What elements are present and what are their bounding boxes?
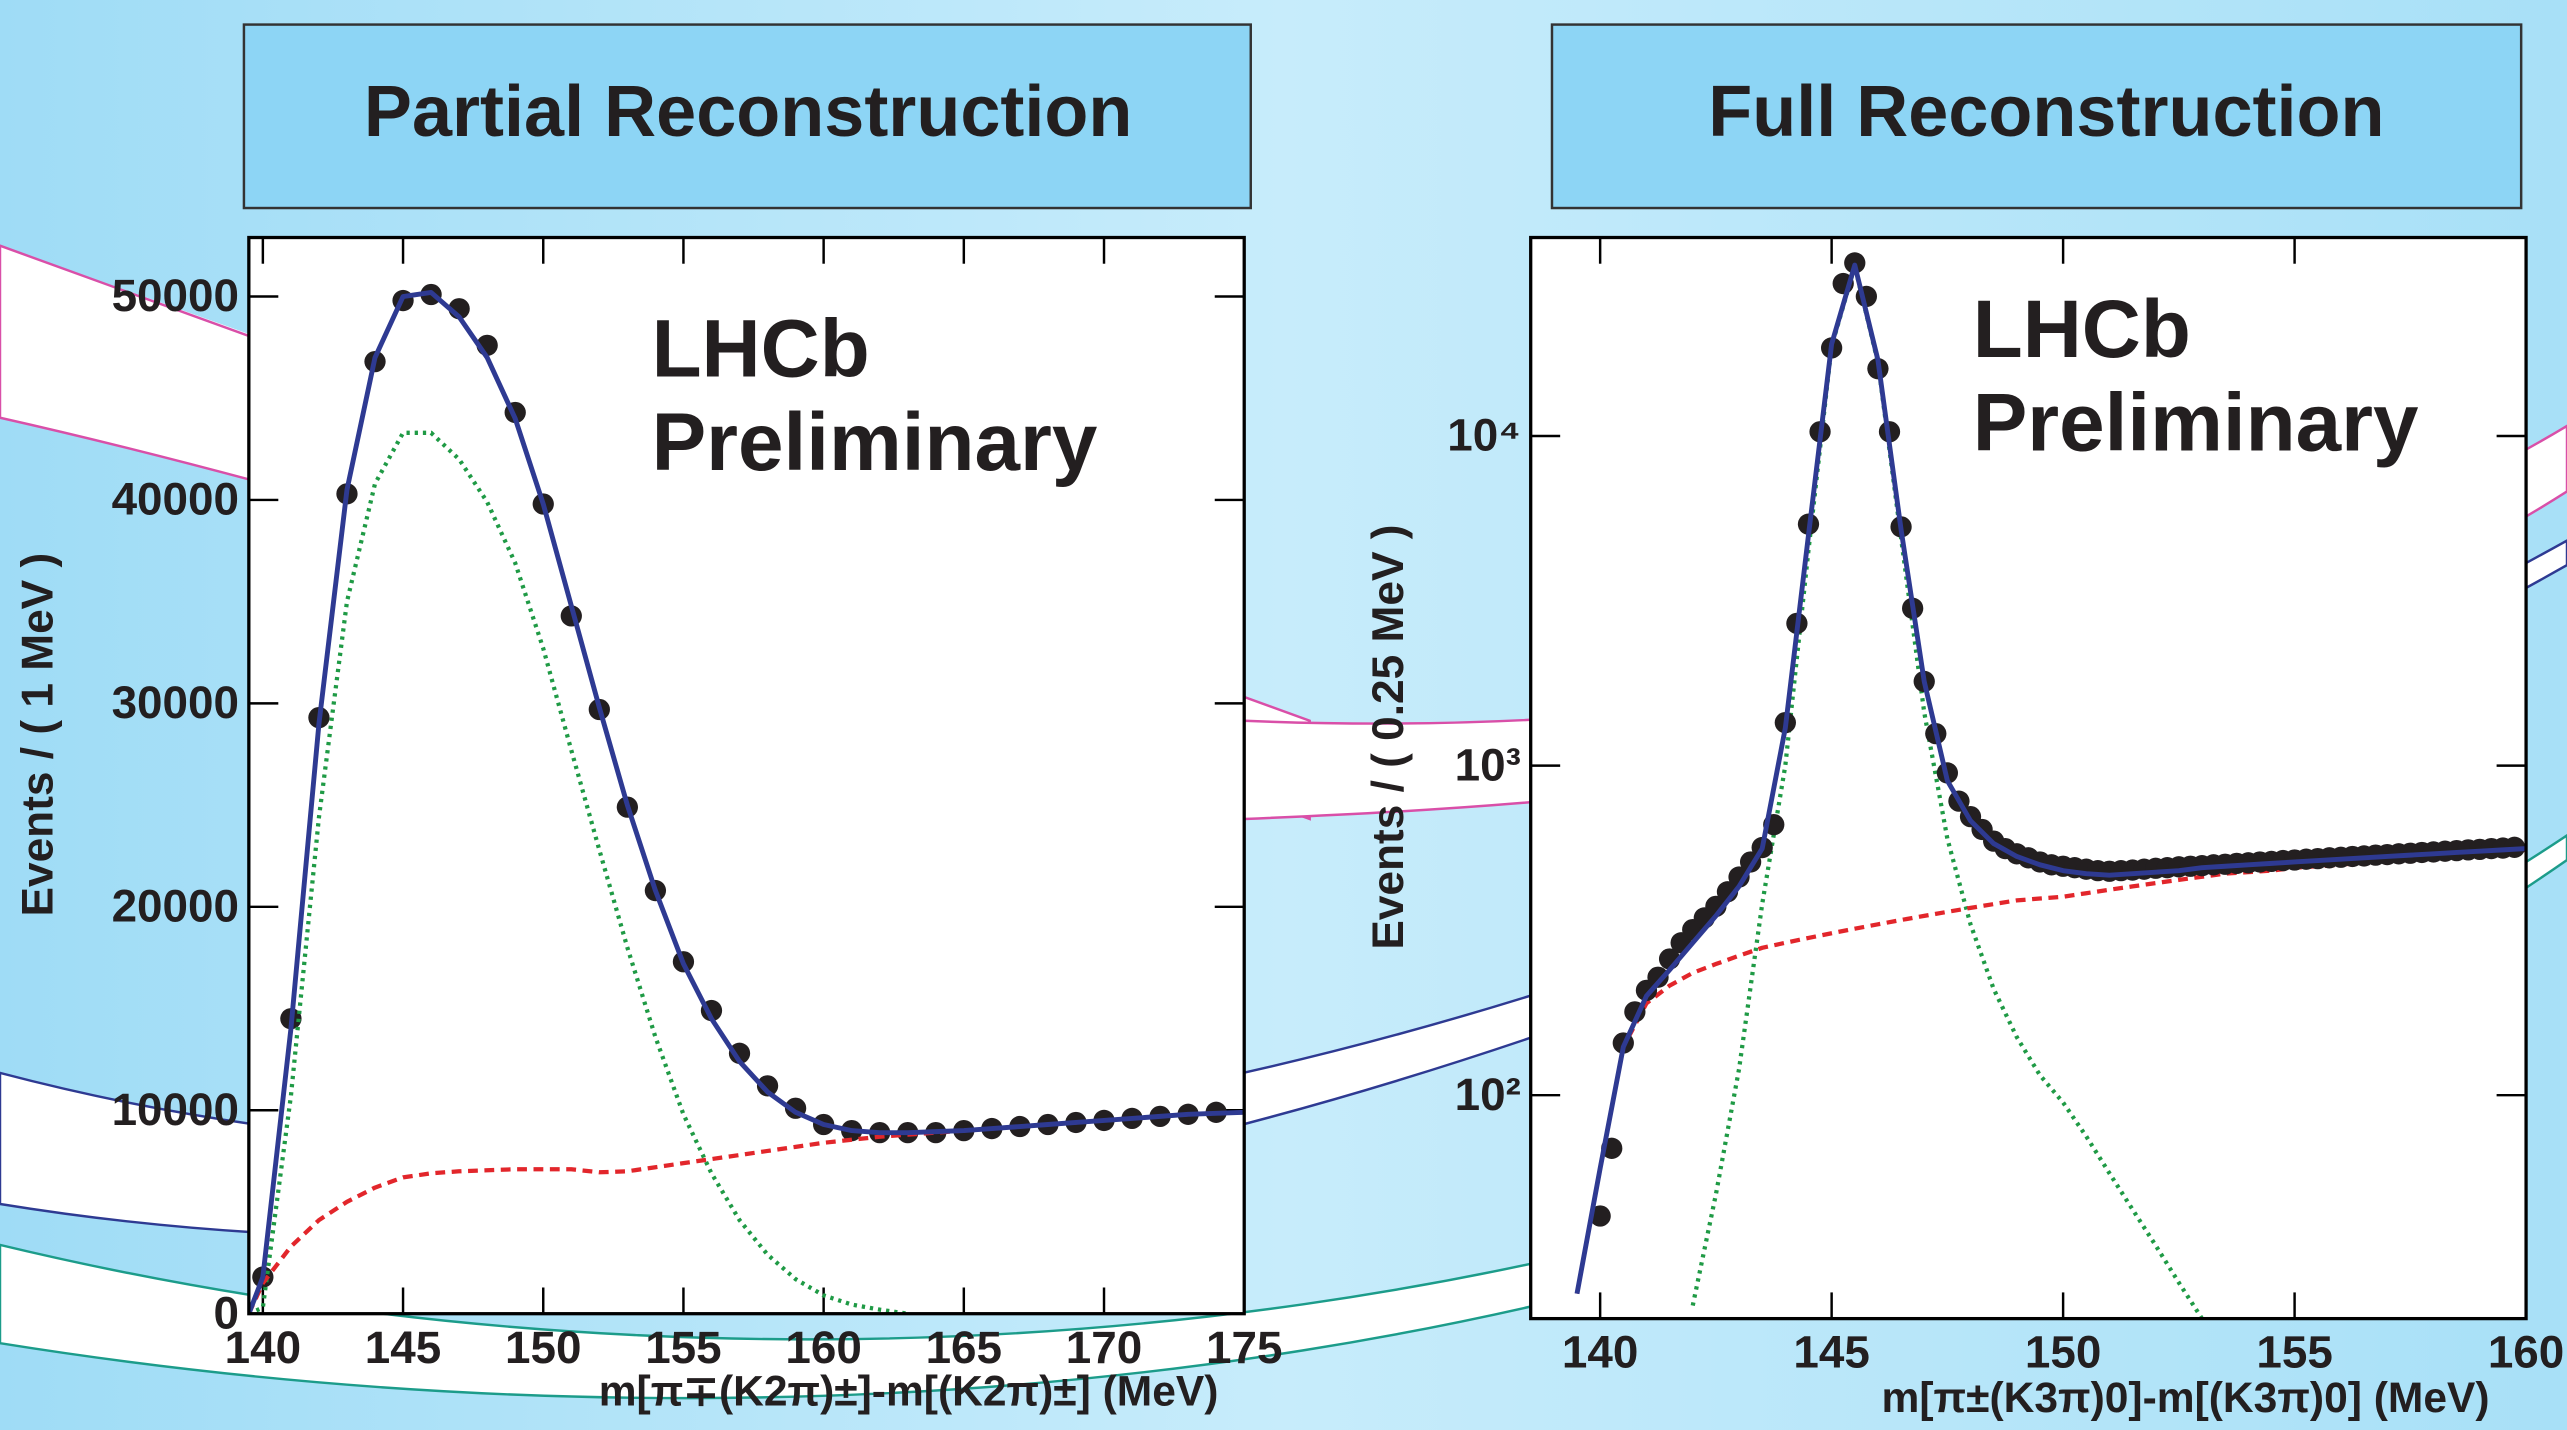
y-tick-label: 20000: [112, 880, 239, 932]
data-point: [756, 1075, 779, 1097]
x-tick-label: 140: [225, 1321, 301, 1373]
x-axis-label: m[π∓(K2π)±]-m[(K2π)±] (MeV): [599, 1367, 1219, 1415]
y-tick-label: 50000: [112, 269, 239, 321]
plot-area: [1530, 237, 2527, 1319]
x-tick-label: 150: [2025, 1326, 2101, 1378]
x-tick-label: 160: [2488, 1326, 2564, 1378]
y-tick-label: 10³: [1455, 738, 1521, 790]
y-tick-label: 10²: [1455, 1068, 1521, 1120]
data-point: [1647, 966, 1669, 988]
x-tick-label: 145: [1793, 1326, 1869, 1378]
x-tick-label: 150: [505, 1321, 581, 1373]
fit-curve: [248, 430, 909, 1314]
chart-title: Partial Reconstruction: [364, 72, 1132, 152]
fit-curve: [1574, 847, 2527, 1295]
title-box: [242, 23, 1252, 210]
annotation: LHCb: [652, 304, 870, 395]
title-box: [1550, 23, 2523, 210]
data-point: [728, 1042, 751, 1064]
x-tick-label: 140: [1562, 1326, 1638, 1378]
y-tick-label: 10000: [112, 1083, 239, 1135]
y-tick-label: 10⁴: [1447, 409, 1521, 461]
chart-title: Full Reconstruction: [1708, 72, 2384, 152]
fit-curve: [1690, 264, 2204, 1319]
fit-curve: [1574, 262, 2527, 1295]
x-tick-label: 155: [2256, 1326, 2332, 1378]
data-point: [1589, 1205, 1611, 1227]
y-tick-label: 30000: [112, 676, 239, 728]
x-tick-label: 165: [926, 1321, 1002, 1373]
annotation: Preliminary: [1973, 377, 2419, 468]
y-tick-label: 40000: [112, 473, 239, 525]
x-tick-label: 145: [365, 1321, 441, 1373]
x-tick-label: 170: [1066, 1321, 1142, 1373]
x-axis-label: m[π±(K3π)0]-m[(K3π)0] (MeV): [1882, 1374, 2490, 1422]
annotation: LHCb: [1973, 284, 2191, 375]
y-tick-label: 0: [214, 1286, 239, 1338]
x-tick-label: 160: [785, 1321, 861, 1373]
plot-frame: [1529, 235, 2528, 1321]
annotation: Preliminary: [652, 397, 1098, 488]
y-axis-label: Events / ( 0.25 MeV ): [1364, 525, 1413, 950]
x-tick-label: 155: [645, 1321, 721, 1373]
plot-marks: [248, 283, 1245, 1314]
plot-frame: [247, 235, 1246, 1316]
plot-marks: [1574, 252, 2527, 1319]
y-axis-label: Events / ( 1 MeV ): [13, 553, 62, 917]
fit-curve: [248, 289, 1245, 1314]
plot-area: [248, 237, 1245, 1314]
x-tick-label: 175: [1206, 1321, 1282, 1373]
